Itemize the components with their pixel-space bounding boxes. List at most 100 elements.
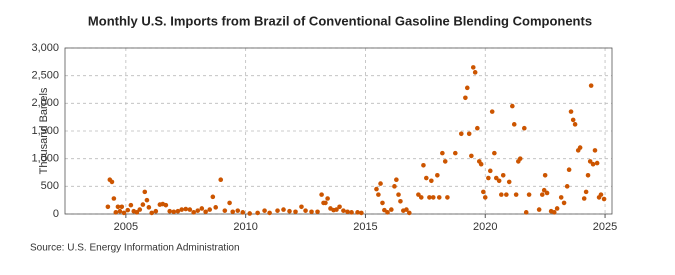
data-point [267, 210, 272, 216]
data-point [128, 202, 134, 208]
data-point [440, 150, 445, 156]
data-point [183, 206, 189, 212]
data-point [541, 187, 547, 193]
data-point [230, 209, 236, 215]
data-point [293, 209, 298, 215]
data-point [470, 65, 476, 70]
x-tick-label: 2020 [473, 221, 497, 233]
data-point [496, 178, 502, 184]
data-point [119, 204, 125, 210]
data-point [407, 210, 412, 216]
x-tick-label: 2025 [593, 221, 617, 233]
data-point [487, 168, 493, 174]
data-point [511, 122, 517, 127]
data-point [489, 109, 495, 114]
data-point [583, 189, 589, 195]
data-point [568, 109, 574, 114]
data-point [337, 204, 342, 210]
data-point [581, 196, 587, 201]
data-point [153, 208, 159, 214]
data-point [418, 195, 424, 200]
data-point [523, 210, 529, 215]
data-point [121, 210, 127, 216]
data-point [210, 194, 216, 200]
data-point [504, 192, 509, 197]
data-point [199, 206, 205, 211]
data-point [345, 209, 350, 215]
data-point [458, 131, 464, 137]
data-point [499, 192, 504, 197]
data-point [349, 210, 354, 215]
source-note: Source: U.S. Energy Information Administ… [30, 243, 240, 254]
data-point [355, 210, 360, 215]
data-point [334, 207, 339, 212]
data-point [398, 198, 403, 204]
data-point [140, 202, 146, 207]
data-point [517, 156, 523, 161]
y-tick-label: 1,000 [31, 153, 59, 165]
data-point [319, 192, 324, 197]
data-point [115, 204, 121, 210]
data-point [421, 163, 426, 168]
data-point [466, 131, 472, 137]
data-point [482, 195, 488, 200]
data-point [542, 172, 548, 178]
data-point [144, 197, 150, 203]
data-point [570, 117, 576, 123]
x-tick-label: 2015 [353, 221, 377, 233]
data-point [558, 195, 564, 200]
data-point [513, 192, 519, 197]
data-point [374, 186, 379, 192]
data-point [195, 208, 201, 213]
data-point [526, 192, 532, 197]
data-point [163, 202, 169, 208]
data-point [275, 208, 280, 213]
data-point [240, 210, 246, 215]
data-point [430, 195, 436, 200]
data-point [378, 181, 383, 186]
data-point [522, 125, 527, 131]
data-point [262, 208, 267, 213]
data-point [149, 210, 155, 216]
data-point [453, 150, 458, 156]
data-point [255, 210, 260, 216]
data-point [539, 192, 545, 197]
data-point [478, 161, 484, 167]
data-point [315, 209, 320, 215]
y-tick-label: 0 [53, 208, 59, 220]
data-point [281, 207, 286, 212]
data-point [287, 208, 292, 214]
data-point [416, 192, 421, 197]
data-point [506, 179, 512, 185]
data-point [392, 184, 397, 189]
data-point [475, 125, 480, 131]
data-point [111, 196, 117, 201]
data-point [551, 210, 557, 215]
data-point [299, 204, 304, 210]
data-point [469, 153, 474, 159]
data-point [125, 207, 131, 213]
data-point [227, 200, 232, 206]
data-point [585, 172, 591, 178]
data-point [424, 175, 429, 181]
data-point [191, 210, 196, 215]
data-point [561, 200, 567, 206]
data-point [167, 208, 173, 214]
y-tick-label: 3,000 [31, 42, 59, 54]
data-point [464, 85, 470, 91]
data-point [493, 175, 499, 181]
y-tick-label: 2,500 [31, 70, 59, 82]
data-point [510, 103, 515, 109]
data-point [592, 148, 598, 153]
data-point [486, 175, 491, 181]
data-point [175, 208, 181, 214]
plot-frame [64, 47, 613, 215]
data-point [544, 190, 550, 196]
data-point [445, 195, 450, 200]
data-point [235, 208, 241, 213]
y-tick-label: 500 [41, 180, 59, 192]
data-point [385, 210, 390, 215]
data-point [590, 161, 596, 167]
data-point [303, 208, 308, 213]
